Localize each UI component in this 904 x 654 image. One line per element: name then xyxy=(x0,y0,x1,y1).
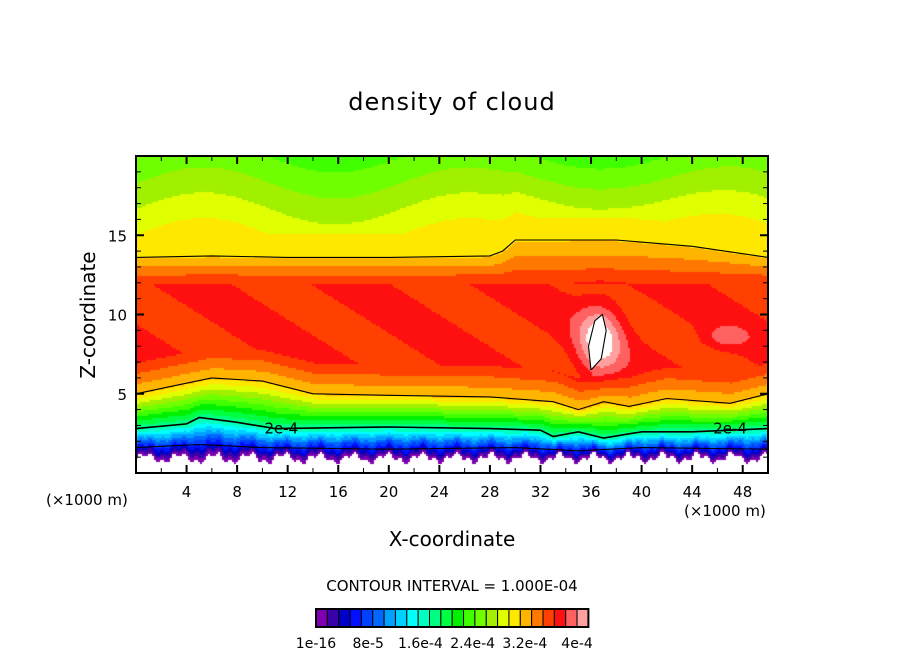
colorbar-swatch xyxy=(326,608,340,628)
x-tick-label: 48 xyxy=(733,483,752,501)
colorbar-swatch xyxy=(508,608,521,628)
colorbar-swatch xyxy=(553,608,567,628)
x-tick-label: 40 xyxy=(632,483,651,501)
colorbar-swatch xyxy=(463,608,476,628)
x-tick-label: 8 xyxy=(232,483,242,501)
colorbar-swatch xyxy=(383,608,396,628)
x-tick-label: 32 xyxy=(531,483,550,501)
x-tick-label: 44 xyxy=(683,483,702,501)
colorbar-swatch xyxy=(440,608,453,628)
x-unit-right: (×1000 m) xyxy=(684,502,766,520)
colorbar-label: 3.2e-4 xyxy=(502,636,547,652)
colorbar-label: 2.4e-4 xyxy=(450,636,495,652)
colorbar-swatch xyxy=(429,608,442,628)
x-tick-label: 16 xyxy=(329,483,348,501)
contour-interval: CONTOUR INTERVAL = 1.000E-04 xyxy=(326,577,578,595)
colorbar-swatch xyxy=(338,608,351,628)
x-axis-label: X-coordinate xyxy=(388,527,516,551)
colorbar-swatch xyxy=(451,608,465,628)
colorbar-label: 4e-4 xyxy=(561,636,593,652)
colorbar-swatch xyxy=(542,608,555,628)
x-unit-left: (×1000 m) xyxy=(46,491,128,509)
y-tick-label: 15 xyxy=(108,227,127,245)
contour-line xyxy=(135,443,769,452)
colorbar-frame xyxy=(315,608,590,628)
colorbar-swatch xyxy=(315,608,328,628)
colorbar-swatch xyxy=(394,608,408,628)
x-tick-label: 20 xyxy=(379,483,398,501)
colorbar-label: 1e-16 xyxy=(296,636,336,652)
y-axis-label: Z-coordinate xyxy=(76,251,100,379)
plot-frame xyxy=(135,155,769,474)
contour-line xyxy=(135,239,769,258)
colorbar-swatch xyxy=(417,608,430,628)
x-tick-label: 4 xyxy=(182,483,192,501)
colorbar-swatch xyxy=(497,608,510,628)
contour-line xyxy=(135,416,769,439)
x-tick-label: 24 xyxy=(430,483,449,501)
contour-line xyxy=(587,313,607,371)
contour-label: 2e-4 xyxy=(264,420,298,438)
colorbar-label: 8e-5 xyxy=(352,636,383,652)
colorbar-swatch xyxy=(474,608,487,628)
colorbar-swatch xyxy=(406,608,419,628)
x-tick-label: 36 xyxy=(581,483,600,501)
colorbar-swatch xyxy=(531,608,544,628)
colorbar-swatch xyxy=(519,608,533,628)
contour-label: 2e-4 xyxy=(713,420,747,438)
x-tick-label: 12 xyxy=(278,483,297,501)
y-tick-label: 10 xyxy=(108,307,127,325)
colorbar-label: 1.6e-4 xyxy=(398,636,443,652)
colorbar-swatch xyxy=(485,608,499,628)
density-field xyxy=(136,156,768,473)
y-tick-label: 5 xyxy=(117,386,127,404)
colorbar-swatch xyxy=(360,608,374,628)
colorbar-swatch xyxy=(576,608,589,628)
chart-title: density of cloud xyxy=(348,88,556,116)
x-tick-label: 28 xyxy=(480,483,499,501)
contour-line xyxy=(135,377,769,411)
colorbar-swatch xyxy=(349,608,362,628)
colorbar-swatch xyxy=(565,608,578,628)
colorbar-swatch xyxy=(372,608,385,628)
